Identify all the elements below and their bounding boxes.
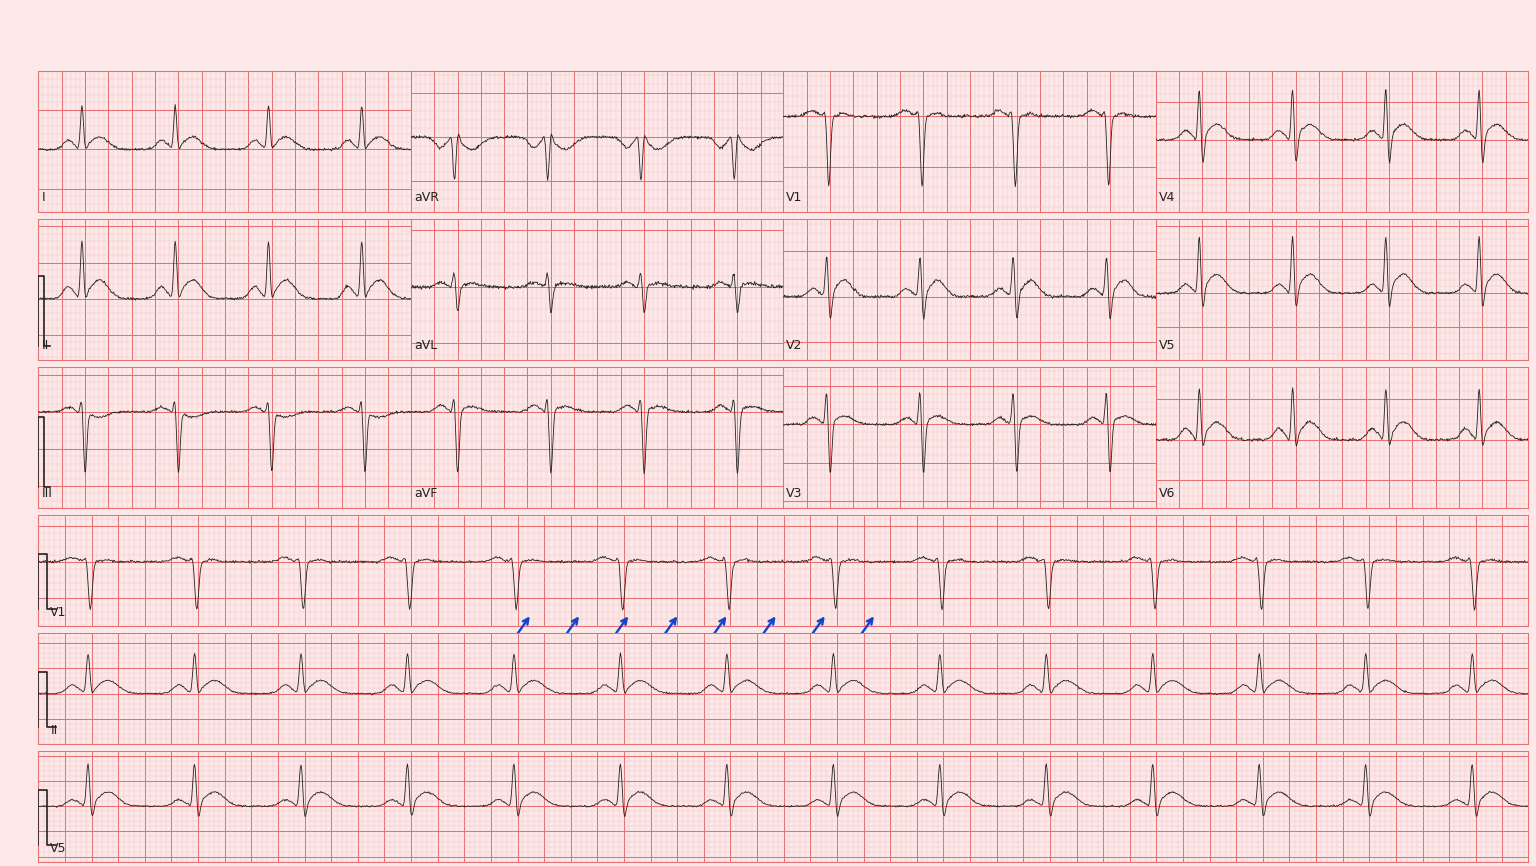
Text: P: P — [554, 664, 564, 677]
Text: P: P — [505, 664, 515, 677]
Text: V1: V1 — [786, 191, 803, 204]
Text: P: P — [849, 664, 859, 677]
Text: V5: V5 — [51, 842, 68, 855]
Text: V5: V5 — [1158, 339, 1175, 352]
Text: I: I — [41, 191, 45, 204]
Text: II: II — [51, 724, 57, 737]
Text: II: II — [41, 339, 49, 352]
Text: aVR: aVR — [413, 191, 439, 204]
Text: V2: V2 — [786, 339, 803, 352]
Text: P: P — [800, 664, 809, 677]
Text: P: P — [751, 664, 760, 677]
Text: P: P — [604, 664, 613, 677]
Text: V4: V4 — [1158, 191, 1175, 204]
Text: aVF: aVF — [413, 487, 438, 500]
Text: V6: V6 — [1158, 487, 1175, 500]
Text: V3: V3 — [786, 487, 803, 500]
Text: III: III — [41, 487, 52, 500]
Text: V1: V1 — [51, 606, 66, 619]
Text: aVL: aVL — [413, 339, 438, 352]
Text: P: P — [702, 664, 711, 677]
Text: P: P — [653, 664, 662, 677]
